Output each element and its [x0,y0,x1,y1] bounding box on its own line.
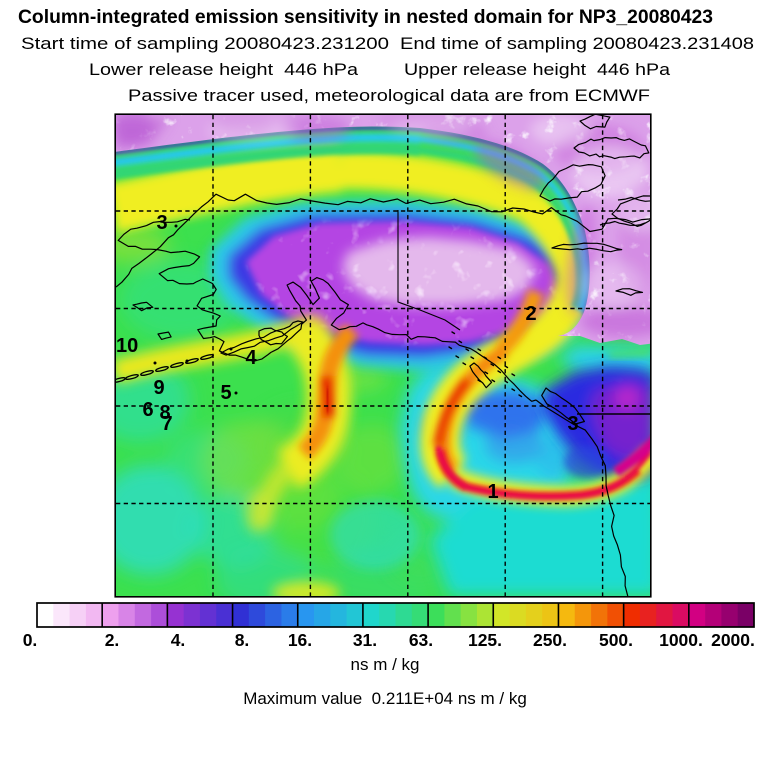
svg-text:6: 6 [142,399,153,421]
svg-text:1000.: 1000. [659,630,703,650]
svg-text:2.: 2. [105,630,120,650]
svg-text:8.: 8. [235,630,250,650]
svg-text:Lower release height 446 hPa: Lower release height 446 hPa [89,60,359,79]
svg-text:16.: 16. [288,630,312,650]
svg-text:4: 4 [245,347,257,369]
svg-text:2: 2 [525,303,536,325]
svg-text:End time of sampling 20080423.: End time of sampling 20080423.231408 [400,34,754,53]
svg-text:0.: 0. [23,630,38,650]
svg-text:7: 7 [161,413,172,435]
svg-text:125.: 125. [468,630,502,650]
svg-text:250.: 250. [533,630,567,650]
svg-text:Upper release height 446 hPa: Upper release height 446 hPa [404,60,671,79]
svg-text:4.: 4. [171,630,186,650]
svg-text:3: 3 [567,413,578,435]
svg-text:Maximum value 0.211E+04 ns m: Maximum value 0.211E+04 ns m / kg [243,689,527,708]
svg-text:2000.: 2000. [711,630,755,650]
svg-text:31.: 31. [353,630,377,650]
svg-text:8: 8 [159,402,170,424]
svg-text:ns m / kg: ns m / kg [351,655,420,674]
svg-text:Column-integrated emission sen: Column-integrated emission sensitivity i… [18,7,713,28]
svg-text:10: 10 [116,335,138,357]
svg-text:Passive tracer used, meteorolo: Passive tracer used, meteorological data… [128,86,650,105]
svg-text:63.: 63. [409,630,433,650]
svg-text:500.: 500. [599,630,633,650]
svg-text:Start time of sampling 2008042: Start time of sampling 20080423.231200 [21,34,389,53]
svg-text:5: 5 [220,382,231,404]
svg-text:9: 9 [153,377,164,399]
svg-text:1: 1 [487,481,498,503]
svg-text:3: 3 [156,212,167,234]
